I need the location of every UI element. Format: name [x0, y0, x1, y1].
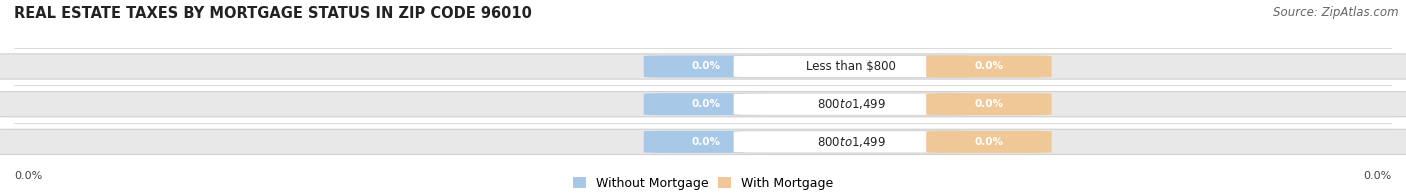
FancyBboxPatch shape — [927, 131, 1052, 153]
Text: Source: ZipAtlas.com: Source: ZipAtlas.com — [1274, 6, 1399, 19]
FancyBboxPatch shape — [734, 55, 969, 78]
FancyBboxPatch shape — [927, 55, 1052, 78]
Text: 0.0%: 0.0% — [692, 137, 721, 147]
FancyBboxPatch shape — [0, 92, 1406, 117]
FancyBboxPatch shape — [927, 93, 1052, 115]
Legend: Without Mortgage, With Mortgage: Without Mortgage, With Mortgage — [574, 177, 832, 190]
Text: Less than $800: Less than $800 — [806, 60, 896, 73]
Text: $800 to $1,499: $800 to $1,499 — [817, 135, 886, 149]
Text: 0.0%: 0.0% — [974, 137, 1004, 147]
Text: 0.0%: 0.0% — [14, 171, 42, 181]
Text: REAL ESTATE TAXES BY MORTGAGE STATUS IN ZIP CODE 96010: REAL ESTATE TAXES BY MORTGAGE STATUS IN … — [14, 6, 531, 21]
FancyBboxPatch shape — [0, 54, 1406, 79]
Text: 0.0%: 0.0% — [974, 62, 1004, 72]
Text: 0.0%: 0.0% — [692, 62, 721, 72]
Text: 0.0%: 0.0% — [974, 99, 1004, 109]
FancyBboxPatch shape — [734, 131, 969, 153]
Text: 0.0%: 0.0% — [692, 99, 721, 109]
FancyBboxPatch shape — [644, 131, 769, 153]
FancyBboxPatch shape — [734, 93, 969, 115]
FancyBboxPatch shape — [644, 55, 769, 78]
Text: 0.0%: 0.0% — [1364, 171, 1392, 181]
Text: $800 to $1,499: $800 to $1,499 — [817, 97, 886, 111]
FancyBboxPatch shape — [0, 129, 1406, 154]
FancyBboxPatch shape — [644, 93, 769, 115]
